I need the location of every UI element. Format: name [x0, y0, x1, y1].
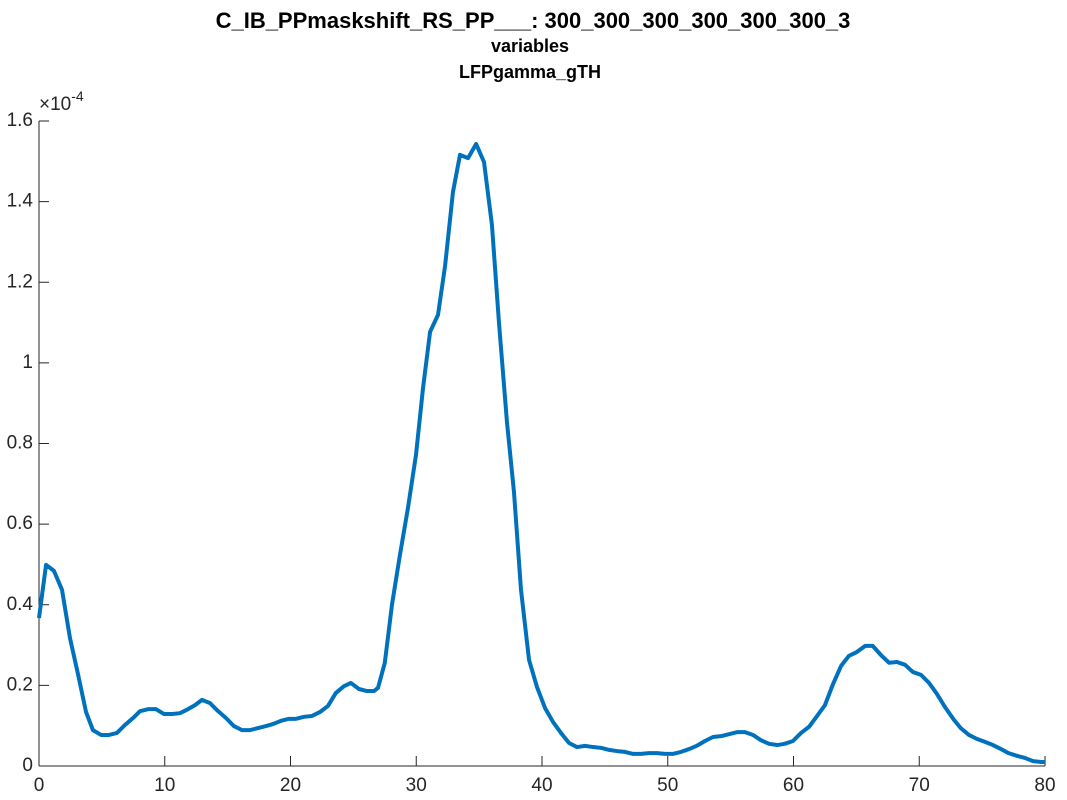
y-tick-label: 1.2 — [7, 271, 33, 292]
chart-subtitle: variables — [491, 36, 569, 56]
x-tick-label: 40 — [531, 775, 552, 796]
x-tick-label: 10 — [154, 775, 175, 796]
x-tick-label: 50 — [657, 775, 678, 796]
x-tick-label: 80 — [1034, 775, 1055, 796]
y-multiplier-exponent: -4 — [71, 88, 84, 104]
x-tick-label: 0 — [34, 775, 45, 796]
y-tick-label: 0.4 — [7, 594, 34, 615]
y-tick-label: 0 — [22, 755, 33, 776]
y-tick-label: 1 — [22, 352, 33, 373]
x-tick-label: 60 — [783, 775, 804, 796]
y-multiplier-base: ×10 — [39, 94, 71, 115]
x-tick-label: 30 — [406, 775, 427, 796]
chart-subtitle: LFPgamma_gTH — [459, 62, 601, 82]
y-tick-label: 1.4 — [7, 191, 34, 212]
y-tick-label: 1.6 — [7, 110, 33, 131]
x-tick-label: 70 — [909, 775, 930, 796]
line-series — [37, 141, 1045, 764]
y-tick-label: 0.8 — [7, 433, 33, 454]
x-tick-label: 20 — [280, 775, 301, 796]
chart-title: C_IB_PPmaskshift_RS_PP___: 300_300_300_3… — [216, 8, 851, 33]
y-multiplier: ×10-4 — [39, 88, 84, 115]
y-tick-label: 0.6 — [7, 513, 33, 534]
y-tick-label: 0.2 — [7, 674, 33, 695]
